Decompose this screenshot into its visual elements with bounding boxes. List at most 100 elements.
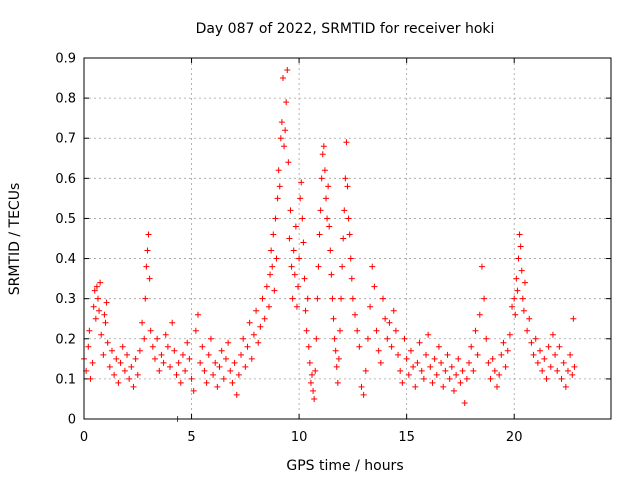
data-point (384, 335, 391, 342)
data-point (412, 383, 419, 390)
data-point (322, 195, 329, 202)
x-tick-label: 10 (291, 430, 308, 445)
data-point (491, 367, 498, 374)
data-point (327, 247, 334, 254)
data-point (340, 235, 347, 242)
data-point (450, 387, 457, 394)
data-point (297, 195, 304, 202)
data-point (341, 207, 348, 214)
data-point (392, 327, 399, 334)
grid (84, 58, 611, 419)
data-point (175, 359, 182, 366)
data-point (199, 343, 206, 350)
data-point (179, 351, 186, 358)
data-point (539, 367, 546, 374)
data-point (344, 183, 351, 190)
data-point (478, 263, 485, 270)
data-point (192, 327, 199, 334)
data-point (466, 359, 473, 366)
data-point (567, 351, 574, 358)
data-point (94, 295, 101, 302)
data-point (218, 347, 225, 354)
data-point (240, 335, 247, 342)
data-point (570, 315, 577, 322)
data-point (518, 267, 525, 274)
data-point (182, 367, 189, 374)
data-point (339, 263, 346, 270)
data-point (302, 307, 309, 314)
data-point (358, 383, 365, 390)
data-point (128, 363, 135, 370)
data-point (85, 343, 92, 350)
y-tick-label: 0.8 (55, 92, 76, 107)
y-tick-label: 0.6 (55, 172, 76, 187)
data-point (108, 347, 115, 354)
data-point (564, 367, 571, 374)
data-point (275, 167, 282, 174)
data-point (521, 279, 528, 286)
data-point (104, 339, 111, 346)
y-tick-label: 0 (68, 413, 76, 428)
data-point (296, 255, 303, 262)
data-point (186, 355, 193, 362)
data-point (312, 367, 319, 374)
data-point (485, 359, 492, 366)
data-point (320, 143, 327, 150)
data-point (220, 375, 227, 382)
data-point (106, 363, 113, 370)
data-point (271, 287, 278, 294)
data-point (332, 347, 339, 354)
data-point (298, 179, 305, 186)
data-point (286, 235, 293, 242)
data-point (210, 371, 217, 378)
data-point (560, 359, 567, 366)
data-point (375, 347, 382, 354)
data-point (270, 231, 277, 238)
data-point (92, 315, 99, 322)
data-point (263, 283, 270, 290)
data-point (303, 327, 310, 334)
data-point (532, 335, 539, 342)
data-point (132, 355, 139, 362)
y-tick-label: 0.4 (55, 252, 76, 267)
data-point (304, 295, 311, 302)
data-point (502, 363, 509, 370)
data-point (511, 295, 518, 302)
data-point (119, 343, 126, 350)
data-point (171, 347, 178, 354)
data-point (142, 295, 149, 302)
data-point (139, 319, 146, 326)
data-point (276, 183, 283, 190)
data-point (416, 339, 423, 346)
data-point (338, 295, 345, 302)
data-point (459, 367, 466, 374)
data-point (306, 359, 313, 366)
data-point (342, 175, 349, 182)
data-point (261, 315, 268, 322)
data-point (97, 279, 104, 286)
data-point (423, 351, 430, 358)
data-point (164, 343, 171, 350)
data-point (562, 383, 569, 390)
data-point (117, 359, 124, 366)
data-point (205, 351, 212, 358)
data-point (425, 331, 432, 338)
data-point (91, 287, 98, 294)
data-point (330, 315, 337, 322)
data-point (300, 239, 307, 246)
data-point (420, 375, 427, 382)
data-point (455, 355, 462, 362)
data-point (333, 363, 340, 370)
data-point (158, 351, 165, 358)
data-point (534, 359, 541, 366)
data-point (87, 375, 94, 382)
data-point (103, 299, 110, 306)
data-point (524, 327, 531, 334)
data-point (151, 355, 158, 362)
data-point (293, 303, 300, 310)
data-point (197, 359, 204, 366)
data-point (558, 375, 565, 382)
data-point (489, 355, 496, 362)
data-point (101, 311, 108, 318)
